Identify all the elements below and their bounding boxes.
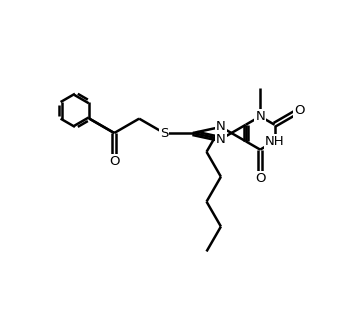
Text: N: N <box>216 121 226 133</box>
Text: S: S <box>160 126 168 140</box>
Text: N: N <box>216 133 226 146</box>
Text: N: N <box>255 110 265 123</box>
Text: O: O <box>255 172 265 185</box>
Text: NH: NH <box>265 135 284 148</box>
Text: O: O <box>109 155 120 168</box>
Text: O: O <box>294 104 305 117</box>
